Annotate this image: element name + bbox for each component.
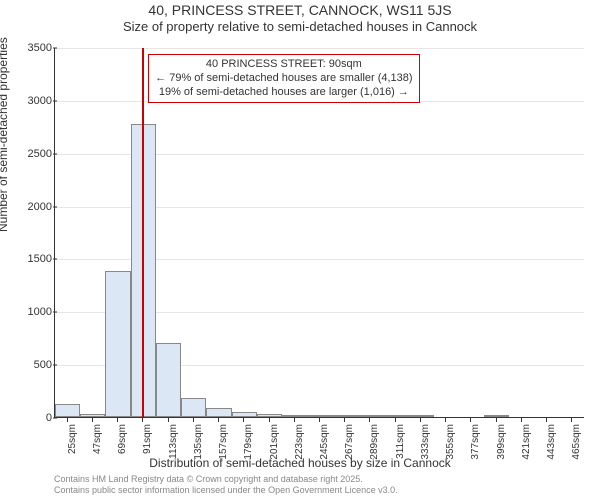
- histogram-bar: [333, 415, 358, 417]
- x-tick-mark: [117, 418, 118, 422]
- histogram-bar: [484, 415, 509, 417]
- histogram-bar: [181, 398, 206, 417]
- y-tick-label: 2500: [8, 148, 52, 160]
- attribution: Contains HM Land Registry data © Crown c…: [54, 474, 398, 496]
- x-tick-mark: [243, 418, 244, 422]
- y-tick-label: 1500: [8, 253, 52, 265]
- histogram-bar: [232, 412, 257, 417]
- x-tick-mark: [420, 418, 421, 422]
- y-tick-mark: [53, 100, 57, 101]
- histogram-bar: [257, 414, 282, 417]
- histogram-bar: [206, 408, 231, 418]
- x-tick-mark: [571, 418, 572, 422]
- callout-line: ← 79% of semi-detached houses are smalle…: [155, 72, 412, 86]
- x-tick-mark: [521, 418, 522, 422]
- x-tick-mark: [193, 418, 194, 422]
- x-tick-mark: [470, 418, 471, 422]
- histogram-bar: [105, 271, 130, 417]
- chart-subtitle: Size of property relative to semi-detach…: [0, 19, 600, 34]
- marker-callout: 40 PRINCESS STREET: 90sqm← 79% of semi-d…: [148, 54, 419, 103]
- x-tick-mark: [496, 418, 497, 422]
- y-tick-mark: [53, 206, 57, 207]
- x-tick-mark: [92, 418, 93, 422]
- y-tick-mark: [53, 312, 57, 313]
- y-tick-label: 500: [8, 359, 52, 371]
- marker-line: [142, 48, 144, 417]
- histogram-bar: [55, 404, 80, 417]
- x-tick-mark: [168, 418, 169, 422]
- x-tick-mark: [67, 418, 68, 422]
- x-tick-mark: [218, 418, 219, 422]
- x-tick-mark: [445, 418, 446, 422]
- gridline-y: [55, 48, 584, 49]
- attribution-line1: Contains HM Land Registry data © Crown c…: [54, 474, 363, 484]
- y-tick-label: 3000: [8, 95, 52, 107]
- y-tick-label: 3500: [8, 42, 52, 54]
- x-tick-mark: [294, 418, 295, 422]
- attribution-line2: Contains public sector information licen…: [54, 485, 398, 495]
- x-tick-mark: [142, 418, 143, 422]
- x-tick-mark: [546, 418, 547, 422]
- histogram-bar: [282, 415, 307, 417]
- callout-title: 40 PRINCESS STREET: 90sqm: [155, 58, 412, 72]
- callout-line: 19% of semi-detached houses are larger (…: [155, 86, 412, 100]
- plot-area: 40 PRINCESS STREET: 90sqm← 79% of semi-d…: [54, 48, 584, 418]
- histogram-bar: [80, 414, 105, 417]
- x-tick-mark: [344, 418, 345, 422]
- histogram-bar: [358, 415, 383, 417]
- y-tick-mark: [53, 418, 57, 419]
- x-tick-mark: [319, 418, 320, 422]
- x-tick-mark: [395, 418, 396, 422]
- y-tick-label: 2000: [8, 201, 52, 213]
- x-tick-mark: [369, 418, 370, 422]
- x-tick-mark: [269, 418, 270, 422]
- y-tick-label: 1000: [8, 306, 52, 318]
- x-axis-label: Distribution of semi-detached houses by …: [0, 456, 600, 470]
- chart-title: 40, PRINCESS STREET, CANNOCK, WS11 5JS: [0, 2, 600, 18]
- histogram-bar: [307, 415, 332, 417]
- y-tick-mark: [53, 48, 57, 49]
- histogram-bar: [408, 415, 433, 417]
- histogram-bar: [383, 415, 408, 417]
- chart-container: { "chart": { "type": "histogram", "title…: [0, 2, 600, 500]
- y-tick-mark: [53, 153, 57, 154]
- y-tick-label: 0: [8, 412, 52, 424]
- y-tick-mark: [53, 365, 57, 366]
- histogram-bar: [156, 343, 181, 417]
- y-tick-mark: [53, 259, 57, 260]
